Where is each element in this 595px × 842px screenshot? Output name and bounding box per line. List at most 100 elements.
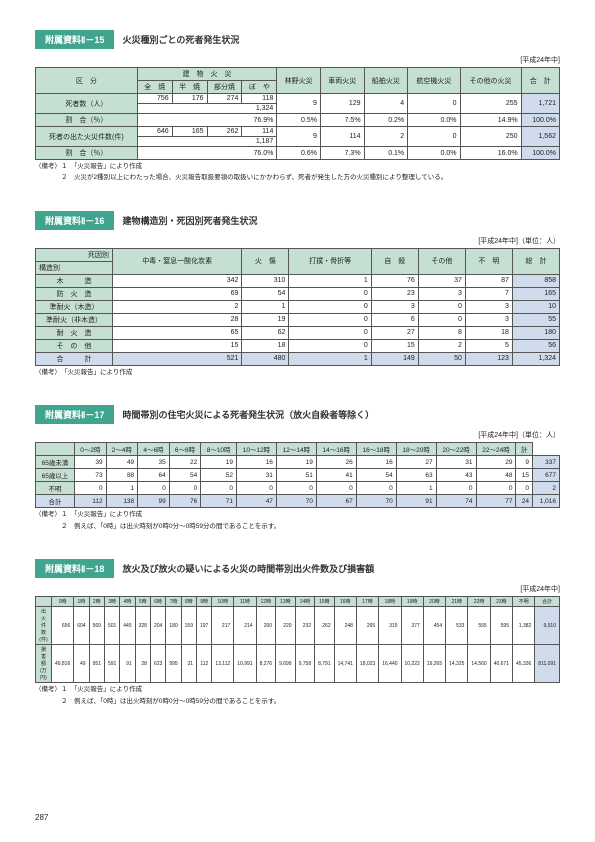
row-label: 木 造: [36, 274, 113, 287]
col-header: 22時: [468, 597, 490, 607]
col-header: 14～16時: [316, 443, 356, 456]
cell: 70: [356, 495, 396, 508]
cell: 0: [408, 127, 460, 147]
col-header: 14時: [295, 597, 315, 607]
col-header: 10～12時: [237, 443, 277, 456]
row-label: 耐 火 造: [36, 326, 113, 339]
cell: 37: [418, 274, 465, 287]
cell: 0: [289, 300, 371, 313]
cell: 0.1%: [364, 147, 408, 160]
total-cell: 677: [532, 469, 559, 482]
cell: 951: [89, 645, 104, 683]
cell: 10,991: [234, 645, 256, 683]
cell: 39: [75, 456, 107, 469]
title-18: 放火及び放火の疑いによる火災の時間帯別出火件数及び損害額: [122, 562, 374, 575]
col-header: 合計: [535, 597, 560, 607]
cell: 480: [242, 352, 289, 365]
cell: 274: [207, 94, 242, 104]
cell: 18,023: [356, 645, 378, 683]
cell: 43: [436, 469, 476, 482]
col-zensho: 全 焼: [137, 81, 172, 94]
cell: 0: [418, 300, 465, 313]
cell: 0: [289, 339, 371, 352]
row-label: 割 合（％）: [36, 147, 138, 160]
cell: 2: [364, 127, 408, 147]
cell: 220: [276, 607, 296, 645]
row-label: 防 火 造: [36, 287, 113, 300]
cell: 73: [75, 469, 107, 482]
row-label: 合 計: [36, 352, 113, 365]
cell: 2: [113, 300, 242, 313]
cell: 54: [356, 469, 396, 482]
cell: 248: [334, 607, 356, 645]
col-header: 3時: [104, 597, 119, 607]
col-shiin: 死因別: [36, 248, 113, 261]
cell: 0: [138, 482, 170, 495]
cell: 7.5%: [320, 114, 364, 127]
cell: 995: [166, 645, 181, 683]
total-cell: 1,016: [532, 495, 559, 508]
cell: 0: [169, 482, 201, 495]
row-label: 不明: [36, 482, 75, 495]
cell: 63: [396, 469, 436, 482]
cell: 27: [371, 326, 418, 339]
cell: 114: [320, 127, 364, 147]
col-header: 9時: [197, 597, 212, 607]
period-18: [平成24年中]: [35, 584, 560, 594]
cell: 45,336: [513, 645, 535, 683]
cell: 3: [418, 287, 465, 300]
row-label: 合計: [36, 495, 75, 508]
cell: 1: [289, 274, 371, 287]
cell: 16.0%: [460, 147, 521, 160]
cell: 52: [201, 469, 237, 482]
period-17: [平成24年中]（単位：人）: [35, 430, 560, 440]
tbody-17: 65歳未満394935221916192616273129933765歳以上73…: [36, 456, 560, 508]
total-cell: 165: [512, 287, 559, 300]
corner: [36, 443, 75, 456]
section-15: 附属資料Ⅱ－15 火災種別ごとの死者発生状況 [平成24年中] 区 分 建 物 …: [35, 30, 560, 183]
col-total: 合 計: [521, 68, 559, 94]
cell: 328: [135, 607, 150, 645]
cell: 19: [276, 456, 316, 469]
col-header: 8～10時: [201, 443, 237, 456]
cell: 49,816: [51, 645, 73, 683]
cell: 176: [172, 94, 207, 104]
cell: 54: [242, 287, 289, 300]
col-header: 6～8時: [169, 443, 201, 456]
col-kouzou: 構造別: [36, 261, 113, 274]
title-17: 時間帯別の住宅火災による死者発生状況（放火自殺者等除く）: [122, 408, 374, 421]
cell: 255: [460, 94, 521, 114]
col-jisatsu: 自 殺: [371, 248, 418, 274]
col-header: 21時: [446, 597, 468, 607]
section-18: 附属資料Ⅱ－18 放火及び放火の疑いによる火災の時間帯別出火件数及び損害額 [平…: [35, 559, 560, 706]
cell: 1,382: [513, 607, 535, 645]
cell: 454: [423, 607, 445, 645]
cell: 1: [396, 482, 436, 495]
cell: 35: [138, 456, 170, 469]
cell: 0: [356, 482, 396, 495]
cell: 15: [113, 339, 242, 352]
cell: 595: [490, 607, 512, 645]
cell: 262: [315, 607, 335, 645]
cell: 0.6%: [277, 147, 321, 160]
cell: 0: [276, 482, 316, 495]
cell: 0: [75, 482, 107, 495]
col-header: 13時: [276, 597, 296, 607]
cell: 9,699: [276, 645, 296, 683]
col-header: 5時: [135, 597, 150, 607]
cell: 15: [371, 339, 418, 352]
total-cell: 2: [532, 482, 559, 495]
foot-17b: ２ 例えば、「0時」は出火時刻が0時0分～0時59分の間であることを示す。: [35, 523, 560, 531]
cell: 604: [74, 607, 89, 645]
cell: 112: [197, 645, 212, 683]
cell: 76: [169, 495, 201, 508]
col-header: 16～18時: [356, 443, 396, 456]
cell: 200: [256, 607, 276, 645]
cell: 0: [408, 94, 460, 114]
thead-18: 0時1時2時3時4時5時6時7時8時9時10時11時12時13時14時15時16…: [36, 597, 560, 607]
tbody-15: 死者数（人）7561762741189129402551,7211,324割 合…: [36, 94, 560, 160]
cell: 13,112: [212, 645, 234, 683]
cell: 28: [135, 645, 150, 683]
tbody-18: 出火件数(件)656604569501445328204180159197217…: [36, 607, 560, 683]
cell: 0: [436, 482, 476, 495]
